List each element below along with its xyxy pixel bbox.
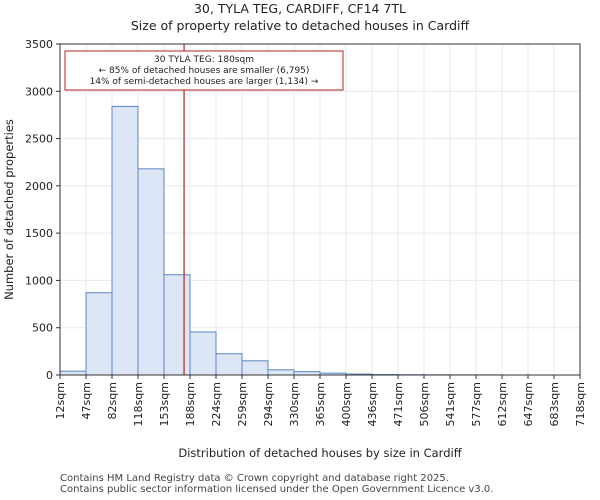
ytick-label-2500: 2500	[25, 133, 53, 146]
annotation-line-2: ← 85% of detached houses are smaller (6,…	[99, 66, 310, 76]
bar-12sqm	[59, 370, 87, 376]
xtick-label-118sqm: 118sqm	[132, 382, 145, 426]
bar-294sqm	[267, 369, 295, 376]
y-axis-ticks: 0 500 1000 1500 2000 2500 3000 3500	[25, 38, 60, 382]
xtick-label-506sqm: 506sqm	[418, 382, 431, 426]
xtick-label-541sqm: 541sqm	[444, 382, 457, 426]
xtick-label-12sqm: 12sqm	[54, 382, 67, 419]
xtick-label-365sqm: 365sqm	[314, 382, 327, 426]
annotation-line-3: 14% of semi-detached houses are larger (…	[90, 77, 319, 87]
xtick-label-153sqm: 153sqm	[158, 382, 171, 426]
xtick-label-82sqm: 82sqm	[106, 382, 119, 419]
xtick-label-224sqm: 224sqm	[210, 382, 223, 426]
footer-line-2: Contains public sector information licen…	[60, 484, 494, 495]
x-axis-ticks: 12sqm 47sqm 82sqm 118sqm 153sqm 188sqm 224sqm 2…	[54, 375, 587, 426]
xtick-label-259sqm: 259sqm	[236, 382, 249, 426]
annotation-line-1: 30 TYLA TEG: 180sqm	[154, 55, 254, 65]
bar-82sqm	[111, 105, 139, 376]
bar-118sqm	[137, 168, 165, 376]
xtick-label-47sqm: 47sqm	[80, 382, 93, 419]
xtick-label-330sqm: 330sqm	[288, 382, 301, 426]
footer-line-1: Contains HM Land Registry data © Crown c…	[60, 473, 449, 484]
ytick-label-2000: 2000	[25, 180, 53, 193]
xtick-label-683sqm: 683sqm	[548, 382, 561, 426]
chart-subtitle: Size of property relative to detached ho…	[130, 18, 470, 33]
bar-47sqm	[85, 292, 113, 376]
xtick-label-471sqm: 471sqm	[392, 382, 405, 426]
ytick-label-1000: 1000	[25, 274, 53, 287]
bars	[59, 105, 503, 376]
bar-259sqm	[241, 360, 269, 376]
ytick-label-500: 500	[32, 322, 53, 335]
ytick-label-0: 0	[46, 369, 53, 382]
chart-title: 30, TYLA TEG, CARDIFF, CF14 7TL	[193, 1, 407, 16]
ytick-label-1500: 1500	[25, 227, 53, 240]
xtick-label-718sqm: 718sqm	[574, 382, 587, 426]
ytick-label-3500: 3500	[25, 38, 53, 51]
bar-188sqm	[189, 331, 217, 376]
xtick-label-647sqm: 647sqm	[522, 382, 535, 426]
xtick-label-188sqm: 188sqm	[184, 382, 197, 426]
ytick-label-3000: 3000	[25, 85, 53, 98]
y-axis-label: Number of detached properties	[2, 119, 16, 300]
xtick-label-577sqm: 577sqm	[470, 382, 483, 426]
marker-annotation: 30 TYLA TEG: 180sqm ← 85% of detached ho…	[64, 50, 344, 91]
xtick-label-436sqm: 436sqm	[366, 382, 379, 426]
xtick-label-612sqm: 612sqm	[496, 382, 509, 426]
bar-153sqm	[163, 274, 191, 376]
bar-224sqm	[215, 353, 243, 376]
annotation-box	[64, 50, 344, 91]
x-axis-label: Distribution of detached houses by size …	[178, 446, 462, 460]
xtick-label-294sqm: 294sqm	[262, 382, 275, 426]
xtick-label-400sqm: 400sqm	[340, 382, 353, 426]
